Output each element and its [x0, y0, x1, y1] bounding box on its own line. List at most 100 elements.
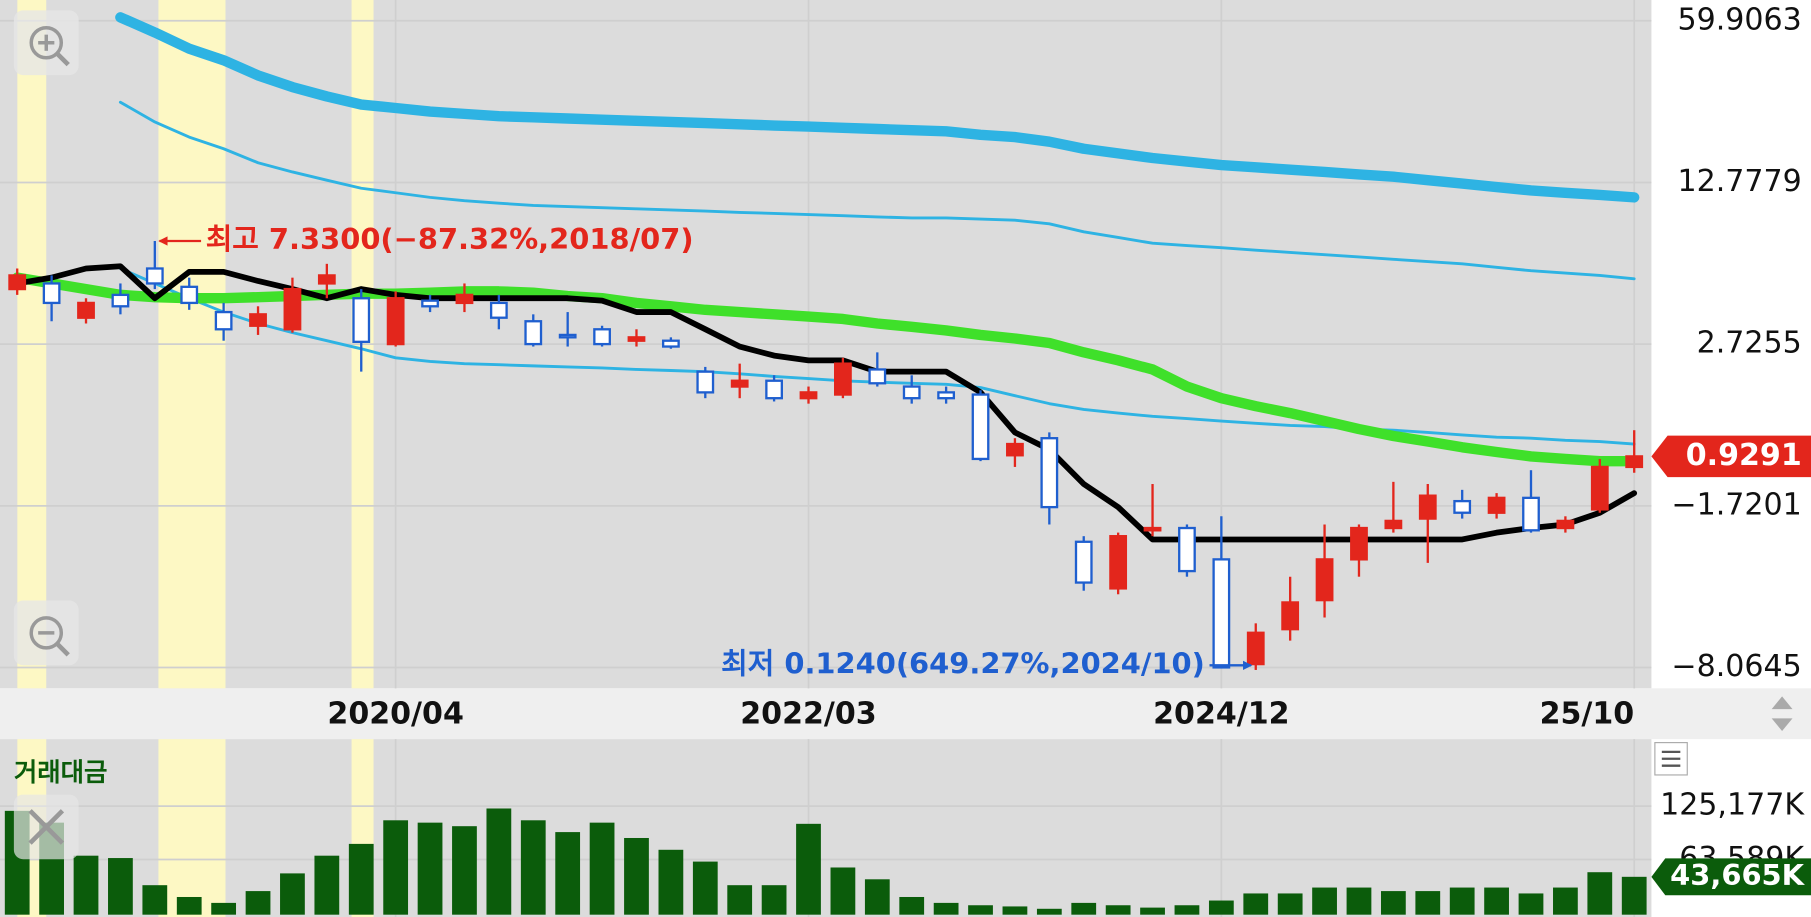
volume-bar	[1243, 893, 1269, 915]
zoom-out-button[interactable]	[13, 600, 79, 666]
volume-bar	[658, 849, 684, 915]
x-tick-label: 25/10	[1540, 696, 1635, 731]
candle-body	[77, 301, 95, 319]
candle-body	[1246, 631, 1265, 666]
volume-bar	[796, 823, 821, 915]
candle-body	[1212, 558, 1231, 669]
candle-body	[386, 297, 405, 346]
icon[interactable]	[28, 809, 65, 845]
candle-body	[214, 310, 233, 331]
volume-tag	[1651, 858, 1811, 896]
candle-body	[111, 293, 130, 308]
volume-bar	[108, 858, 133, 915]
indicator-line	[118, 100, 1636, 281]
volume-tag-label: 43,665K	[1670, 858, 1806, 892]
volume-bar	[624, 837, 649, 915]
y-tick-label: −8.0645	[1671, 649, 1801, 684]
candle-body	[283, 287, 302, 331]
menu-button[interactable]	[1654, 742, 1688, 776]
volume-bar	[1174, 905, 1200, 915]
volume-bar	[1277, 893, 1303, 915]
volume-bar	[968, 905, 993, 915]
candle-body	[799, 391, 818, 400]
volume-bar	[1484, 887, 1509, 915]
y-tick-label: 2.7255	[1697, 326, 1802, 361]
candle-body	[1109, 535, 1128, 590]
volume-bar	[1553, 887, 1578, 915]
volume-bar	[1621, 876, 1647, 915]
candle-body	[902, 385, 921, 400]
candle-body	[1143, 526, 1162, 532]
volume-bar	[761, 885, 787, 915]
volume-bar	[899, 896, 925, 915]
volume-bar	[73, 855, 99, 915]
candle-body	[421, 299, 439, 308]
volume-bar	[417, 822, 443, 915]
annotation-arrowhead	[1243, 660, 1253, 670]
volume-bar	[1105, 905, 1131, 915]
volume-bar	[1036, 908, 1062, 915]
volume-bar	[211, 902, 237, 915]
price-tag-label: 0.9291	[1686, 438, 1802, 473]
icon[interactable]	[55, 641, 70, 657]
icon[interactable]	[29, 616, 64, 650]
candle-body	[937, 391, 956, 400]
candle-body	[1453, 499, 1472, 514]
volume-bar	[830, 867, 856, 915]
candle-body	[1178, 526, 1196, 573]
candle-body	[42, 282, 61, 305]
candle-body	[593, 328, 611, 346]
icon[interactable]	[1771, 696, 1793, 710]
icon[interactable]	[55, 51, 70, 67]
volume-bar	[1312, 887, 1337, 915]
volume-bar	[1415, 891, 1441, 915]
volume-bar	[142, 885, 168, 915]
candle-body	[1418, 494, 1437, 520]
candle-body	[1006, 442, 1024, 457]
volume-bar	[864, 879, 890, 915]
volume-bar	[727, 885, 753, 915]
volume-bar	[452, 826, 477, 915]
volume-bar	[1140, 907, 1165, 915]
volume-bar	[314, 855, 340, 915]
volume-bar	[1208, 900, 1234, 915]
volume-bar	[1380, 891, 1406, 915]
x-axis-strip	[0, 688, 1811, 740]
candle-body	[730, 379, 749, 388]
candle-body	[317, 274, 336, 285]
candle-body	[180, 285, 199, 305]
volume-bar	[589, 822, 615, 915]
volume-bar	[555, 832, 581, 915]
candle-body	[765, 379, 783, 400]
volume-bar	[245, 891, 271, 915]
scroll-button[interactable]	[1771, 696, 1793, 732]
annotation-arrowhead	[158, 236, 168, 246]
candle-body	[352, 297, 371, 343]
x-tick-label: 2020/04	[327, 696, 463, 731]
highlight-band	[158, 739, 226, 917]
y-tick-label: −1.7201	[1671, 487, 1801, 522]
candle-body	[971, 393, 990, 461]
zoom-in-button[interactable]	[13, 10, 79, 76]
volume-bar	[348, 843, 374, 915]
volume-bar	[1449, 887, 1475, 915]
icon[interactable]	[1771, 718, 1793, 732]
x-tick-label: 2022/03	[740, 696, 876, 731]
candle-body	[1522, 496, 1540, 532]
y-tick-label: 125,177K	[1660, 788, 1805, 823]
y-tick-label: 12.7779	[1677, 164, 1801, 199]
x-tick-label: 2024/12	[1153, 696, 1289, 731]
icon[interactable]	[29, 25, 64, 60]
highlight-bands	[17, 0, 374, 917]
close-volume-button[interactable]	[13, 794, 79, 860]
price-tag	[1651, 435, 1811, 478]
annotation: 최고 7.3300(−87.32%,2018/07)	[206, 222, 694, 256]
volume-panel	[0, 739, 1652, 917]
volume-title: 거래대금	[14, 757, 108, 787]
candle-body	[1556, 519, 1575, 530]
candle-body	[834, 362, 852, 396]
volume-bar	[280, 873, 305, 915]
candle-body	[696, 370, 715, 394]
candle-body	[868, 368, 887, 385]
